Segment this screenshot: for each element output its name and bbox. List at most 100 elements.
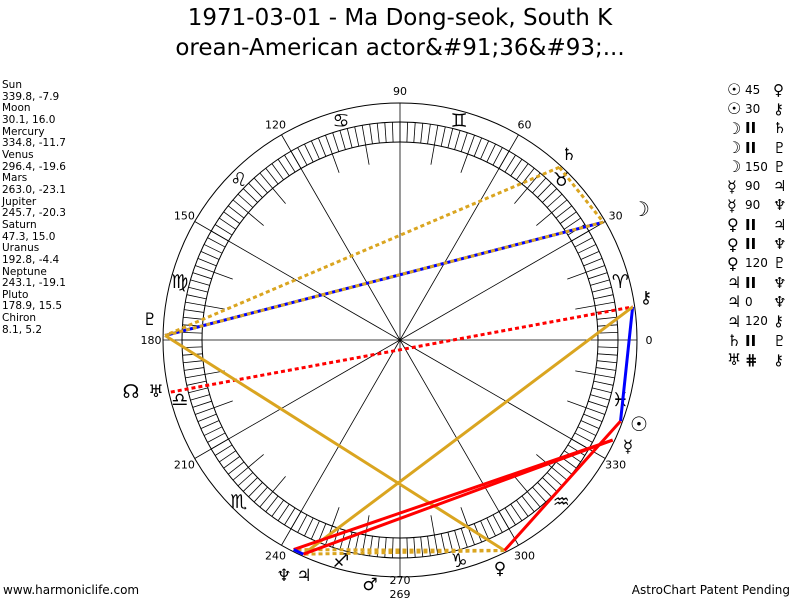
degree-hatch	[585, 265, 605, 273]
zodiac-sign-icon: ♍	[171, 271, 188, 293]
degree-hatch	[596, 360, 617, 364]
degree-hatch	[447, 128, 454, 148]
aspect-type: II	[745, 273, 757, 292]
degree-hatch	[237, 472, 254, 487]
ten-degree-tick	[213, 400, 233, 409]
degree-label: 30	[609, 210, 623, 223]
planet-moon-icon: ☽	[632, 197, 650, 221]
thirty-degree-spoke	[399, 221, 606, 341]
aspect-type: II	[745, 119, 757, 138]
zodiac-sign-icon: ♉	[553, 169, 570, 191]
degree-label: 60	[518, 118, 532, 131]
degree-hatch	[391, 122, 394, 143]
ten-degree-tick	[460, 507, 469, 527]
planet-glyph-icon: ♇	[773, 157, 787, 176]
planet-positions-list: Sun 339.8, -7.9 Moon 30.1, 16.0 Mercury 334.8…	[2, 79, 66, 336]
planet-glyph-icon: ♆	[773, 292, 787, 311]
planet-name: Neptune	[2, 265, 47, 278]
degree-hatch	[277, 159, 290, 177]
degree-hatch	[567, 444, 586, 456]
aspect-type: II	[745, 215, 757, 234]
degree-hatch	[480, 520, 490, 540]
ten-degree-tick	[536, 454, 552, 468]
degree-hatch	[592, 286, 612, 293]
degree-hatch	[188, 286, 208, 293]
planet-glyph-icon: ♃	[773, 177, 787, 196]
ten-degree-tick	[331, 153, 340, 173]
aspect-line	[303, 548, 505, 556]
aspect-row: ☿ 90 ♃	[727, 176, 787, 196]
planet-glyph-icon: ♆	[773, 273, 787, 292]
planet-uranus-icon: ♅	[148, 382, 163, 402]
degree-hatch	[590, 279, 610, 286]
degree-hatch	[454, 130, 461, 150]
zodiac-sign-icon: ♋	[332, 110, 349, 132]
degree-hatch	[580, 420, 600, 430]
degree-hatch	[593, 380, 614, 386]
degree-hatch	[354, 126, 360, 147]
degree-hatch	[597, 331, 618, 334]
ten-degree-tick	[248, 454, 264, 468]
website-link[interactable]: www.harmoniclife.com	[3, 583, 140, 597]
degree-hatch	[559, 211, 577, 224]
aspect-row: ☿ 90 ♆	[727, 196, 786, 215]
degree-hatch	[473, 137, 483, 157]
degree-hatch	[304, 517, 314, 537]
degree-hatch	[460, 528, 468, 548]
planet-glyph-icon: ♇	[773, 254, 787, 273]
zodiac-sign-icon: ♐	[332, 550, 349, 572]
zodiac-sign-icon: ♈	[612, 271, 629, 293]
degree-hatch	[516, 499, 529, 517]
degree-hatch	[185, 301, 206, 307]
patent-notice: AstroChart Patent Pending	[631, 583, 790, 597]
degree-hatch	[486, 517, 496, 537]
aspect-type: 30	[745, 101, 761, 116]
thirty-degree-spoke	[281, 339, 401, 546]
degree-hatch	[492, 514, 503, 533]
degree-hatch	[248, 482, 263, 498]
degree-hatch	[420, 536, 424, 557]
degree-hatch	[304, 143, 314, 163]
planet-coords: 243.1, -19.1	[2, 277, 66, 290]
degree-hatch	[248, 182, 263, 198]
zodiac-sign-icon: ♎	[171, 389, 188, 411]
zodiac-sign-icon: ♏	[230, 491, 247, 513]
thirty-degree-spoke	[194, 339, 401, 459]
degree-hatch	[590, 394, 610, 401]
degree-hatch	[563, 217, 581, 230]
degree-hatch	[188, 387, 208, 394]
degree-hatch	[200, 420, 220, 430]
aspect-row: ☉ 30 ⚷	[727, 99, 786, 118]
degree-hatch	[440, 126, 446, 147]
degree-hatch	[369, 124, 373, 144]
degree-hatch	[219, 217, 237, 230]
degree-hatch	[265, 167, 279, 185]
degree-hatch	[317, 137, 327, 157]
aspect-row: ♃ 120 ⚷	[727, 312, 786, 331]
degree-hatch	[214, 224, 233, 236]
ten-degree-tick	[567, 400, 587, 409]
planet-glyph-icon: ♃	[727, 292, 742, 312]
aspect-row: ♀ 120 ♇	[727, 254, 786, 273]
ten-degree-tick	[575, 305, 596, 310]
ten-degree-tick	[204, 305, 225, 310]
degree-label: 90	[393, 85, 407, 98]
aspect-row: ♄ II ♇	[727, 331, 786, 350]
degree-hatch	[413, 537, 416, 558]
degree-hatch	[526, 491, 541, 508]
planet-coords: 178.9, 15.5	[2, 300, 63, 313]
planet-coords: 263.0, -23.1	[2, 183, 66, 196]
degree-hatch	[588, 400, 608, 408]
degree-hatch	[297, 147, 308, 166]
ten-degree-tick	[213, 271, 233, 280]
planet-glyph-icon: ♄	[773, 119, 787, 138]
degree-hatch	[492, 147, 503, 166]
degree-hatch	[454, 530, 461, 550]
degree-hatch	[596, 367, 616, 371]
aspect-line	[619, 306, 635, 422]
ten-degree-tick	[430, 515, 435, 536]
planet-name: Mercury	[2, 125, 45, 138]
degree-hatch	[214, 444, 233, 456]
aspect-type: 150	[745, 159, 768, 174]
